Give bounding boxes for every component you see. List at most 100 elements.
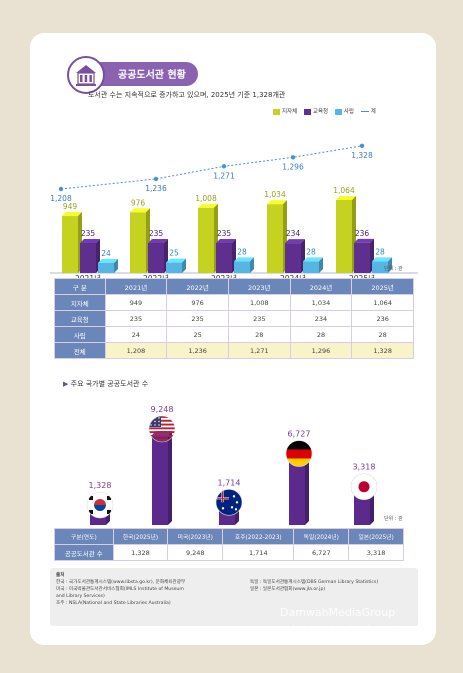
bar-label-edu: 235 bbox=[81, 229, 96, 238]
source-line: 호주 : NSLA(National and State Libraries A… bbox=[56, 601, 171, 606]
table-cell: 234 bbox=[289, 310, 353, 327]
table-cell: 235 bbox=[166, 310, 229, 327]
japan-flag-icon bbox=[350, 473, 378, 501]
usa-flag-icon bbox=[148, 415, 176, 443]
bar-label-city: 976 bbox=[131, 198, 146, 207]
watermark-en: DamwahMediaGroup bbox=[280, 606, 396, 619]
table-cell: 1,328 bbox=[351, 342, 414, 359]
total-label: 1,271 bbox=[213, 171, 235, 180]
table-cell: 28 bbox=[227, 326, 291, 343]
bar-label-city: 1,008 bbox=[195, 194, 217, 203]
bar-label-private: 25 bbox=[169, 249, 179, 258]
table-row: 전체 1,208 1,236 1,271 1,296 1,328 bbox=[54, 342, 414, 359]
bar-private bbox=[98, 259, 118, 273]
bar-edu bbox=[216, 239, 236, 273]
table-header-cell: 2024년 bbox=[289, 278, 353, 295]
bar-label-city: 1,034 bbox=[264, 190, 286, 199]
bar-label-private: 28 bbox=[306, 247, 316, 256]
table-cell: 전체 bbox=[54, 342, 106, 359]
table-header-cell: 호주(2022-2023) bbox=[222, 528, 295, 545]
bar-city bbox=[336, 195, 356, 273]
table-header-cell: 2025년 bbox=[351, 278, 414, 295]
chart1-unit: 단위 : 관 bbox=[384, 266, 403, 272]
table-cell: 235 bbox=[227, 310, 291, 327]
total-point bbox=[221, 164, 227, 169]
table-cell: 1,064 bbox=[351, 294, 414, 311]
bar-label-edu: 236 bbox=[355, 229, 370, 238]
source-line: 독일 : 독일도서관통계시스템(DBS German Library Stati… bbox=[250, 580, 379, 585]
triangle-icon: ▶ bbox=[63, 380, 69, 388]
legend-city: 지자체 bbox=[282, 109, 298, 115]
table-cell: 949 bbox=[104, 294, 168, 311]
table-cell: 28 bbox=[289, 326, 353, 343]
legend-private: 사립 bbox=[343, 109, 354, 115]
bar-private bbox=[166, 258, 186, 273]
legend: 지자체 교육청 사립 계 bbox=[268, 107, 376, 115]
korea-flag-icon bbox=[86, 491, 114, 519]
table-cell: 1,008 bbox=[227, 294, 291, 311]
total-point bbox=[58, 186, 64, 192]
table-cell: 1,328 bbox=[112, 544, 169, 561]
bar-edu bbox=[285, 239, 305, 273]
total-label: 1,236 bbox=[145, 184, 167, 193]
bar-label-edu: 235 bbox=[217, 229, 232, 238]
bar-label-city: 1,064 bbox=[333, 186, 355, 195]
table-cell: 6,727 bbox=[293, 544, 350, 561]
country-table: 구분(연도) 한국(2025년) 미국(2023년) 호주(2022-2023) 독일(… bbox=[54, 528, 404, 561]
total-line bbox=[60, 145, 363, 190]
total-label: 1,296 bbox=[282, 162, 304, 171]
header-bar bbox=[88, 62, 198, 86]
bar-edu bbox=[354, 238, 374, 273]
source-line: 일본 : 일본도서관협회(www.jla.or.jp) bbox=[250, 587, 326, 592]
bar-label-private: 24 bbox=[101, 249, 111, 258]
source-line: 한국 : 국가도서관통계시스템(www.libsta.go.kr), 문화체육관… bbox=[56, 580, 186, 585]
germany-flag-icon bbox=[285, 440, 313, 467]
table-header-cell: 2022년 bbox=[166, 278, 229, 295]
table-cell: 사립 bbox=[54, 326, 106, 343]
page-title: 공공도서관 현황 bbox=[118, 70, 186, 81]
table-header-cell: 구분(연도) bbox=[54, 528, 114, 545]
total-point bbox=[153, 176, 159, 182]
table-cell: 236 bbox=[351, 310, 414, 327]
australia-flag-icon bbox=[215, 489, 243, 516]
section-title: ▶ 주요 국가별 공공도서관 수 bbox=[63, 380, 149, 388]
table-cell: 235 bbox=[104, 310, 168, 327]
bar-label-edu: 234 bbox=[286, 229, 301, 238]
table-row: 교육청 235 235 235 234 236 bbox=[54, 310, 414, 327]
library-icon bbox=[67, 56, 105, 94]
table-cell: 교육청 bbox=[54, 310, 106, 327]
table-cell: 1,271 bbox=[227, 342, 291, 359]
bar-label-city: 949 bbox=[63, 202, 78, 211]
table-cell: 9,248 bbox=[167, 544, 224, 561]
table-cell: 976 bbox=[166, 294, 229, 311]
sources-box: 출처 한국 : 국가도서관통계시스템(www.libsta.go.kr), 문화… bbox=[50, 568, 418, 626]
bar-private bbox=[234, 257, 254, 273]
chart2-unit: 단위 : 관 bbox=[384, 516, 403, 522]
table-cell: 1,208 bbox=[104, 342, 168, 359]
library-table: 구 분 2021년 2022년 2023년 2024년 2025년 지자체 949 976 1,… bbox=[54, 278, 414, 359]
bar-city bbox=[267, 200, 287, 273]
bar-edu bbox=[148, 239, 168, 273]
table-row: 지자체 949 976 1,008 1,034 1,064 bbox=[54, 294, 414, 311]
bar-city bbox=[198, 203, 218, 273]
table-header-cell: 미국(2023년) bbox=[167, 528, 224, 545]
total-label: 1,208 bbox=[50, 194, 72, 203]
country-value-label: 6,727 bbox=[288, 430, 311, 439]
bar-private bbox=[303, 257, 323, 273]
bar-city bbox=[130, 208, 150, 273]
source-line: and Library Services) bbox=[56, 594, 105, 599]
table-header-cell: 독일(2024년) bbox=[293, 528, 350, 545]
country-value-label: 3,318 bbox=[353, 463, 376, 472]
country-value-label: 1,714 bbox=[218, 478, 241, 487]
legend-total: 계 bbox=[370, 109, 376, 115]
sources-label: 출처 bbox=[56, 573, 65, 578]
bar-label-edu: 235 bbox=[149, 229, 164, 238]
table-cell: 25 bbox=[166, 326, 229, 343]
bar-private bbox=[372, 257, 392, 273]
table-cell: 24 bbox=[104, 326, 168, 343]
table-header-cell: 2023년 bbox=[227, 278, 291, 295]
table-cell: 1,714 bbox=[222, 544, 295, 561]
infographic-card: 공공도서관 현황 도서관 수는 지속적으로 증가하고 있으며, 2025년 기준… bbox=[30, 33, 436, 645]
country-chart: 1,328한국9,248미국1,714호주6,727독일3,318일본 bbox=[86, 405, 378, 533]
country-bar bbox=[152, 431, 172, 525]
